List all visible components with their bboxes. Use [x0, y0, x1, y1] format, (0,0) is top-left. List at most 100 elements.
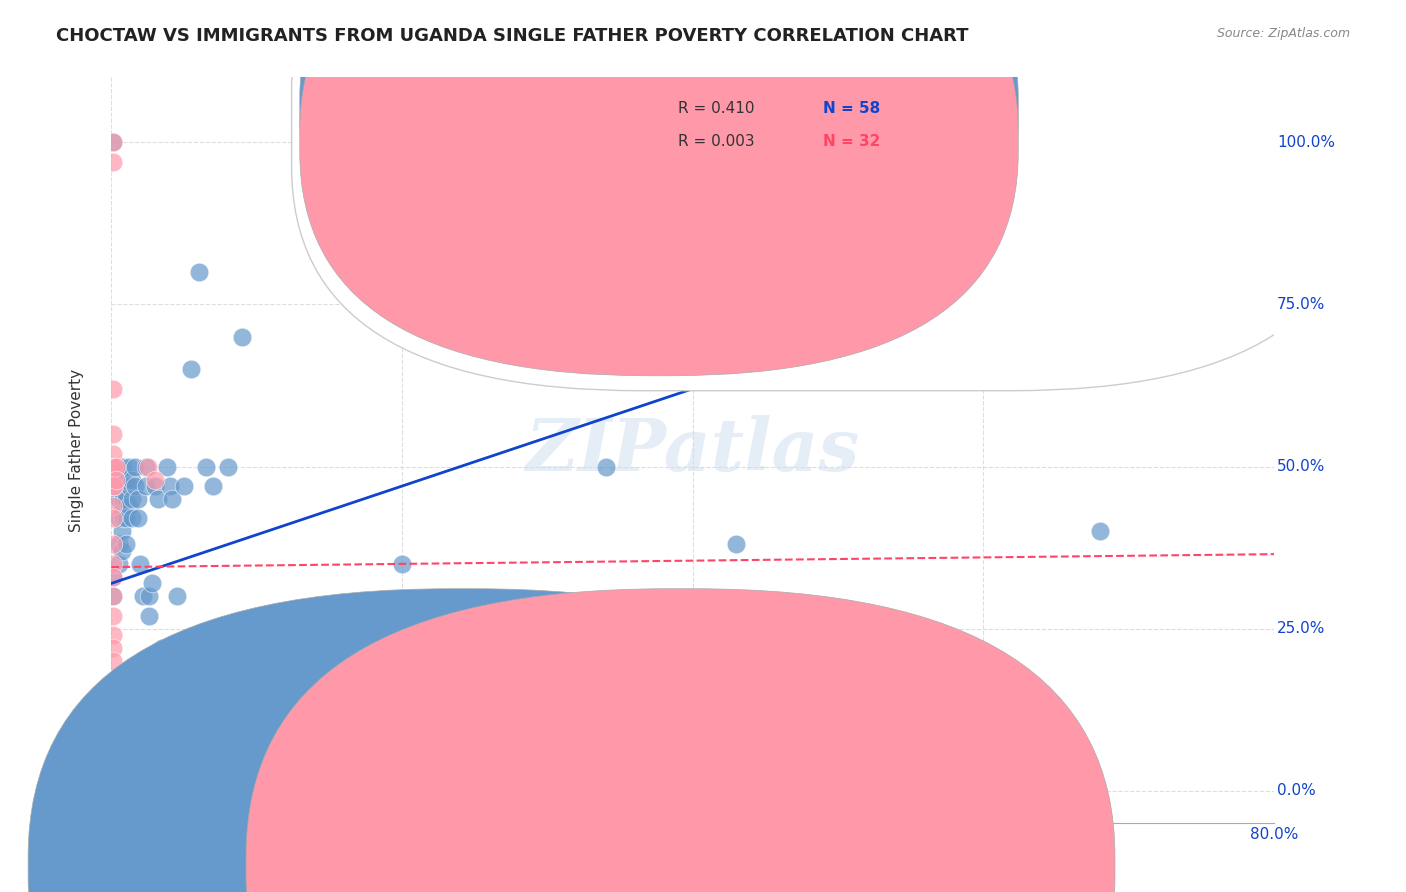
Point [118, 479, 141, 493]
Text: Immigrants from Uganda: Immigrants from Uganda [678, 858, 869, 872]
Point [101, 447, 124, 461]
Point [150, 654, 173, 668]
Point [115, 537, 138, 551]
Point [110, 544, 132, 558]
Point [104, 473, 127, 487]
Point [150, 654, 173, 668]
Point [1088, 524, 1111, 539]
Point [104, 479, 127, 493]
Point [166, 667, 188, 681]
Point [127, 511, 149, 525]
Point [112, 491, 135, 506]
Point [101, 628, 124, 642]
Text: Single Father Poverty: Single Father Poverty [69, 368, 84, 532]
Point [159, 479, 181, 493]
Point [464, 641, 486, 656]
Point [101, 570, 124, 584]
Point [217, 459, 239, 474]
Point [101, 673, 124, 688]
Point [290, 641, 312, 656]
Point [112, 511, 135, 525]
Point [166, 590, 188, 604]
Point [103, 479, 125, 493]
Text: Choctaw: Choctaw [502, 858, 567, 872]
Point [110, 505, 132, 519]
Point [187, 265, 209, 279]
Point [101, 641, 124, 656]
Point [150, 641, 173, 656]
Point [107, 491, 129, 506]
Point [101, 570, 124, 584]
Point [595, 459, 617, 474]
Point [121, 511, 143, 525]
Text: 0.0%: 0.0% [91, 827, 131, 841]
FancyBboxPatch shape [291, 0, 1361, 391]
Point [101, 479, 124, 493]
Text: 75.0%: 75.0% [1277, 297, 1326, 312]
Point [202, 479, 225, 493]
Point [101, 719, 124, 733]
Point [115, 491, 138, 506]
Point [143, 473, 166, 487]
Point [107, 537, 129, 551]
Point [101, 136, 124, 150]
Text: CHOCTAW VS IMMIGRANTS FROM UGANDA SINGLE FATHER POVERTY CORRELATION CHART: CHOCTAW VS IMMIGRANTS FROM UGANDA SINGLE… [56, 27, 969, 45]
Point [101, 758, 124, 772]
Point [274, 641, 297, 656]
Point [101, 427, 124, 442]
Point [194, 459, 217, 474]
FancyBboxPatch shape [299, 0, 1018, 343]
Point [101, 511, 124, 525]
Point [103, 459, 125, 474]
Point [115, 511, 138, 525]
Text: N = 32: N = 32 [823, 134, 880, 149]
Point [112, 459, 135, 474]
Point [141, 576, 163, 591]
Point [124, 479, 146, 493]
Point [129, 557, 152, 571]
Point [104, 459, 127, 474]
Text: R = 0.410: R = 0.410 [678, 101, 754, 116]
Point [115, 473, 138, 487]
Point [101, 608, 124, 623]
Point [107, 557, 129, 571]
Point [101, 693, 124, 707]
Point [121, 491, 143, 506]
Point [180, 362, 202, 376]
Point [101, 154, 124, 169]
FancyBboxPatch shape [299, 0, 1018, 376]
Point [101, 459, 124, 474]
Point [112, 673, 135, 688]
Text: 80.0%: 80.0% [1250, 827, 1298, 841]
Text: 25.0%: 25.0% [1277, 621, 1326, 636]
Text: 0.0%: 0.0% [1277, 783, 1316, 798]
Text: 100.0%: 100.0% [1277, 135, 1334, 150]
Point [107, 511, 129, 525]
Point [162, 491, 184, 506]
Point [132, 590, 155, 604]
Text: ZIPatlas: ZIPatlas [526, 415, 860, 486]
Point [121, 473, 143, 487]
Point [231, 330, 253, 344]
Point [124, 459, 146, 474]
Point [101, 590, 124, 604]
Point [135, 479, 157, 493]
Point [138, 590, 160, 604]
Point [115, 687, 138, 701]
Point [101, 136, 124, 150]
Point [143, 479, 166, 493]
Point [101, 382, 124, 396]
Point [173, 479, 195, 493]
FancyBboxPatch shape [246, 589, 1115, 892]
Text: 50.0%: 50.0% [1277, 459, 1326, 475]
Point [101, 739, 124, 753]
Point [101, 654, 124, 668]
Text: R = 0.003: R = 0.003 [678, 134, 754, 149]
Point [101, 590, 124, 604]
Point [391, 557, 413, 571]
FancyBboxPatch shape [28, 589, 897, 892]
Point [136, 459, 159, 474]
Point [110, 524, 132, 539]
Point [127, 491, 149, 506]
Point [101, 537, 124, 551]
